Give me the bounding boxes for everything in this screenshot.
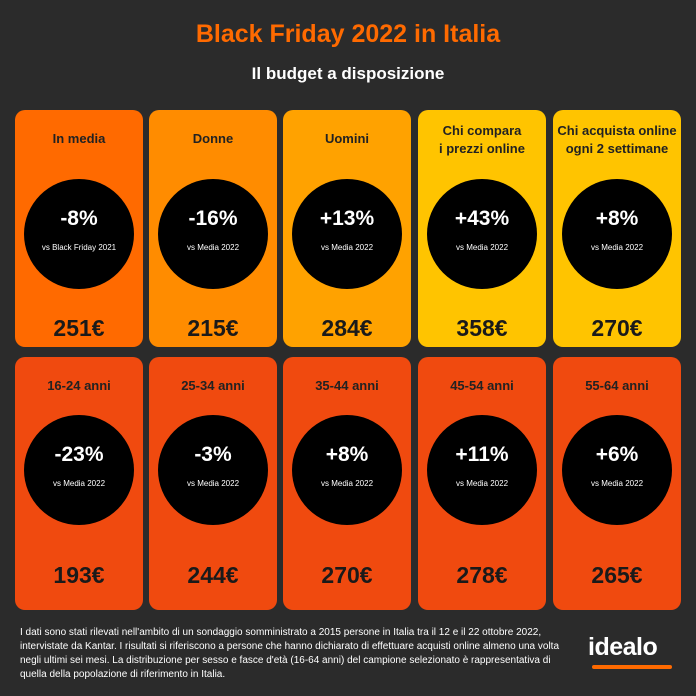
- percent-change: +8%: [325, 443, 369, 466]
- percent-change: +13%: [319, 207, 375, 230]
- card-donne: Donne -16% vs Media 2022 215€: [149, 110, 277, 347]
- card-age-45-54: 45-54 anni +11% vs Media 2022 278€: [418, 357, 546, 610]
- card-age-35-44: 35-44 anni +8% vs Media 2022 270€: [283, 357, 411, 610]
- page-title: Black Friday 2022 in Italia: [195, 20, 501, 48]
- comparison-label: vs Black Friday 2021: [41, 243, 117, 252]
- card-uomini: Uomini +13% vs Media 2022 284€: [283, 110, 411, 347]
- card-label-line: Chi acquista online: [557, 123, 677, 138]
- budget-amount: 358€: [456, 315, 508, 341]
- percent-circle: +13% vs Media 2022: [292, 179, 402, 289]
- percent-change: +11%: [455, 443, 509, 466]
- card-label-line: ogni 2 settimane: [565, 141, 669, 156]
- percent-circle: +6% vs Media 2022: [562, 415, 672, 525]
- percent-circle: -16% vs Media 2022: [158, 179, 268, 289]
- budget-amount: 270€: [591, 315, 643, 341]
- comparison-label: vs Media 2022: [52, 479, 106, 488]
- card-label: 25-34 anni: [181, 378, 245, 393]
- card-label: In media: [15, 130, 143, 148]
- percent-circle: -8% vs Black Friday 2021: [24, 179, 134, 289]
- percent-circle: +8% vs Media 2022: [562, 179, 672, 289]
- logo-underline: [592, 665, 672, 669]
- budget-grid: In media -8% vs Black Friday 2021 251€ D…: [15, 110, 681, 610]
- comparison-label: vs Media 2022: [320, 243, 374, 252]
- card-label: 16-24 anni: [47, 378, 111, 393]
- comparison-label: vs Media 2022: [186, 243, 240, 252]
- percent-change: +43%: [454, 207, 510, 230]
- card-label: Chi compara i prezzi online: [418, 122, 546, 158]
- percent-circle: +43% vs Media 2022: [427, 179, 537, 289]
- card-label-line: Donne: [192, 131, 234, 146]
- card-age-55-64: 55-64 anni +6% vs Media 2022 265€: [553, 357, 681, 610]
- budget-amount: 270€: [321, 562, 373, 588]
- idealo-logo: idealo: [588, 633, 680, 671]
- page-subtitle: Il budget a disposizione: [251, 64, 445, 83]
- budget-amount: 265€: [591, 562, 643, 588]
- comparison-label: vs Media 2022: [455, 479, 509, 488]
- budget-amount: 251€: [53, 315, 105, 341]
- percent-change: -8%: [60, 207, 98, 230]
- card-label-line: In media: [52, 131, 106, 146]
- percent-circle: -23% vs Media 2022: [24, 415, 134, 525]
- card-label-line: Chi compara: [442, 123, 522, 138]
- percent-change: -23%: [54, 443, 104, 466]
- card-age-16-24: 16-24 anni -23% vs Media 2022 193€: [15, 357, 143, 610]
- methodology-footnote: I dati sono stati rilevati nell'ambito d…: [20, 627, 560, 680]
- card-in-media: In media -8% vs Black Friday 2021 251€: [15, 110, 143, 347]
- card-label-line: Uomini: [324, 131, 370, 146]
- card-label: Donne: [149, 130, 277, 148]
- percent-circle: +11% vs Media 2022: [427, 415, 537, 525]
- comparison-label: vs Media 2022: [186, 479, 240, 488]
- comparison-label: vs Media 2022: [590, 479, 644, 488]
- card-label: 45-54 anni: [450, 378, 514, 393]
- budget-amount: 193€: [53, 562, 105, 588]
- card-label: 35-44 anni: [315, 378, 379, 393]
- card-label: Uomini: [283, 130, 411, 148]
- budget-amount: 284€: [321, 315, 373, 341]
- comparison-label: vs Media 2022: [320, 479, 374, 488]
- budget-amount: 215€: [187, 315, 239, 341]
- budget-amount: 244€: [187, 562, 239, 588]
- card-label: 55-64 anni: [585, 378, 649, 393]
- percent-change: -3%: [194, 443, 232, 466]
- logo-wordmark: idealo: [588, 633, 658, 661]
- percent-change: -16%: [188, 207, 238, 230]
- comparison-label: vs Media 2022: [455, 243, 509, 252]
- percent-change: +6%: [595, 443, 639, 466]
- card-chi-acquista: Chi acquista online ogni 2 settimane +8%…: [553, 110, 681, 347]
- percent-circle: +8% vs Media 2022: [292, 415, 402, 525]
- comparison-label: vs Media 2022: [590, 243, 644, 252]
- percent-circle: -3% vs Media 2022: [158, 415, 268, 525]
- card-chi-compara: Chi compara i prezzi online +43% vs Medi…: [418, 110, 546, 347]
- budget-amount: 278€: [456, 562, 508, 588]
- card-label-line: i prezzi online: [439, 141, 525, 156]
- card-label: Chi acquista online ogni 2 settimane: [553, 122, 681, 158]
- percent-change: +8%: [595, 207, 639, 230]
- card-age-25-34: 25-34 anni -3% vs Media 2022 244€: [149, 357, 277, 610]
